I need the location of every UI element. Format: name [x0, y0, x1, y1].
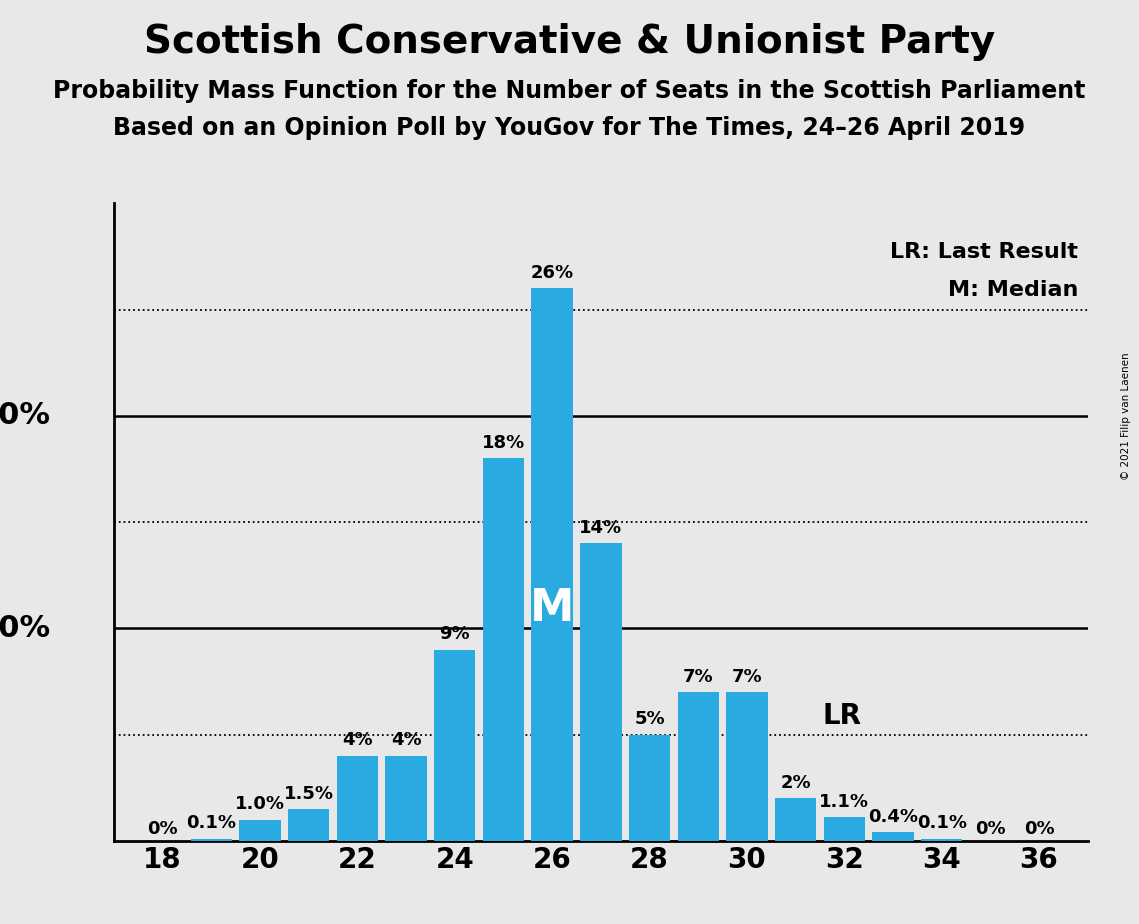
Bar	[580, 543, 622, 841]
Bar	[434, 650, 475, 841]
Text: 0.1%: 0.1%	[917, 814, 967, 833]
Text: 9%: 9%	[440, 626, 470, 643]
Text: 1.5%: 1.5%	[284, 784, 334, 803]
Text: Probability Mass Function for the Number of Seats in the Scottish Parliament: Probability Mass Function for the Number…	[54, 79, 1085, 103]
Text: 0.4%: 0.4%	[868, 808, 918, 826]
Text: M: Median: M: Median	[948, 280, 1077, 299]
Text: Based on an Opinion Poll by YouGov for The Times, 24–26 April 2019: Based on an Opinion Poll by YouGov for T…	[114, 116, 1025, 140]
Bar	[823, 818, 865, 841]
Bar	[775, 798, 817, 841]
Bar	[385, 756, 427, 841]
Bar	[678, 692, 719, 841]
Text: 1.0%: 1.0%	[235, 796, 285, 813]
Text: 10%: 10%	[0, 614, 50, 643]
Bar	[190, 839, 232, 841]
Text: 7%: 7%	[731, 668, 762, 686]
Bar	[727, 692, 768, 841]
Text: 5%: 5%	[634, 711, 665, 728]
Text: M: M	[530, 588, 574, 630]
Text: 4%: 4%	[391, 732, 421, 749]
Text: 0%: 0%	[1024, 820, 1055, 838]
Text: 0%: 0%	[147, 820, 178, 838]
Text: 0%: 0%	[975, 820, 1006, 838]
Text: LR: LR	[822, 702, 861, 730]
Text: 7%: 7%	[683, 668, 713, 686]
Bar	[239, 820, 280, 841]
Text: 4%: 4%	[342, 732, 372, 749]
Bar	[629, 735, 670, 841]
Bar	[532, 288, 573, 841]
Bar	[872, 833, 913, 841]
Text: © 2021 Filip van Laenen: © 2021 Filip van Laenen	[1121, 352, 1131, 480]
Text: 20%: 20%	[0, 401, 50, 431]
Bar	[288, 809, 329, 841]
Text: 1.1%: 1.1%	[819, 793, 869, 811]
Text: Scottish Conservative & Unionist Party: Scottish Conservative & Unionist Party	[144, 23, 995, 61]
Text: 26%: 26%	[531, 264, 574, 282]
Text: 2%: 2%	[780, 774, 811, 792]
Bar	[337, 756, 378, 841]
Bar	[921, 839, 962, 841]
Text: 18%: 18%	[482, 434, 525, 452]
Text: 0.1%: 0.1%	[187, 814, 236, 833]
Text: 14%: 14%	[580, 519, 622, 537]
Bar	[483, 458, 524, 841]
Text: LR: Last Result: LR: Last Result	[890, 241, 1077, 261]
